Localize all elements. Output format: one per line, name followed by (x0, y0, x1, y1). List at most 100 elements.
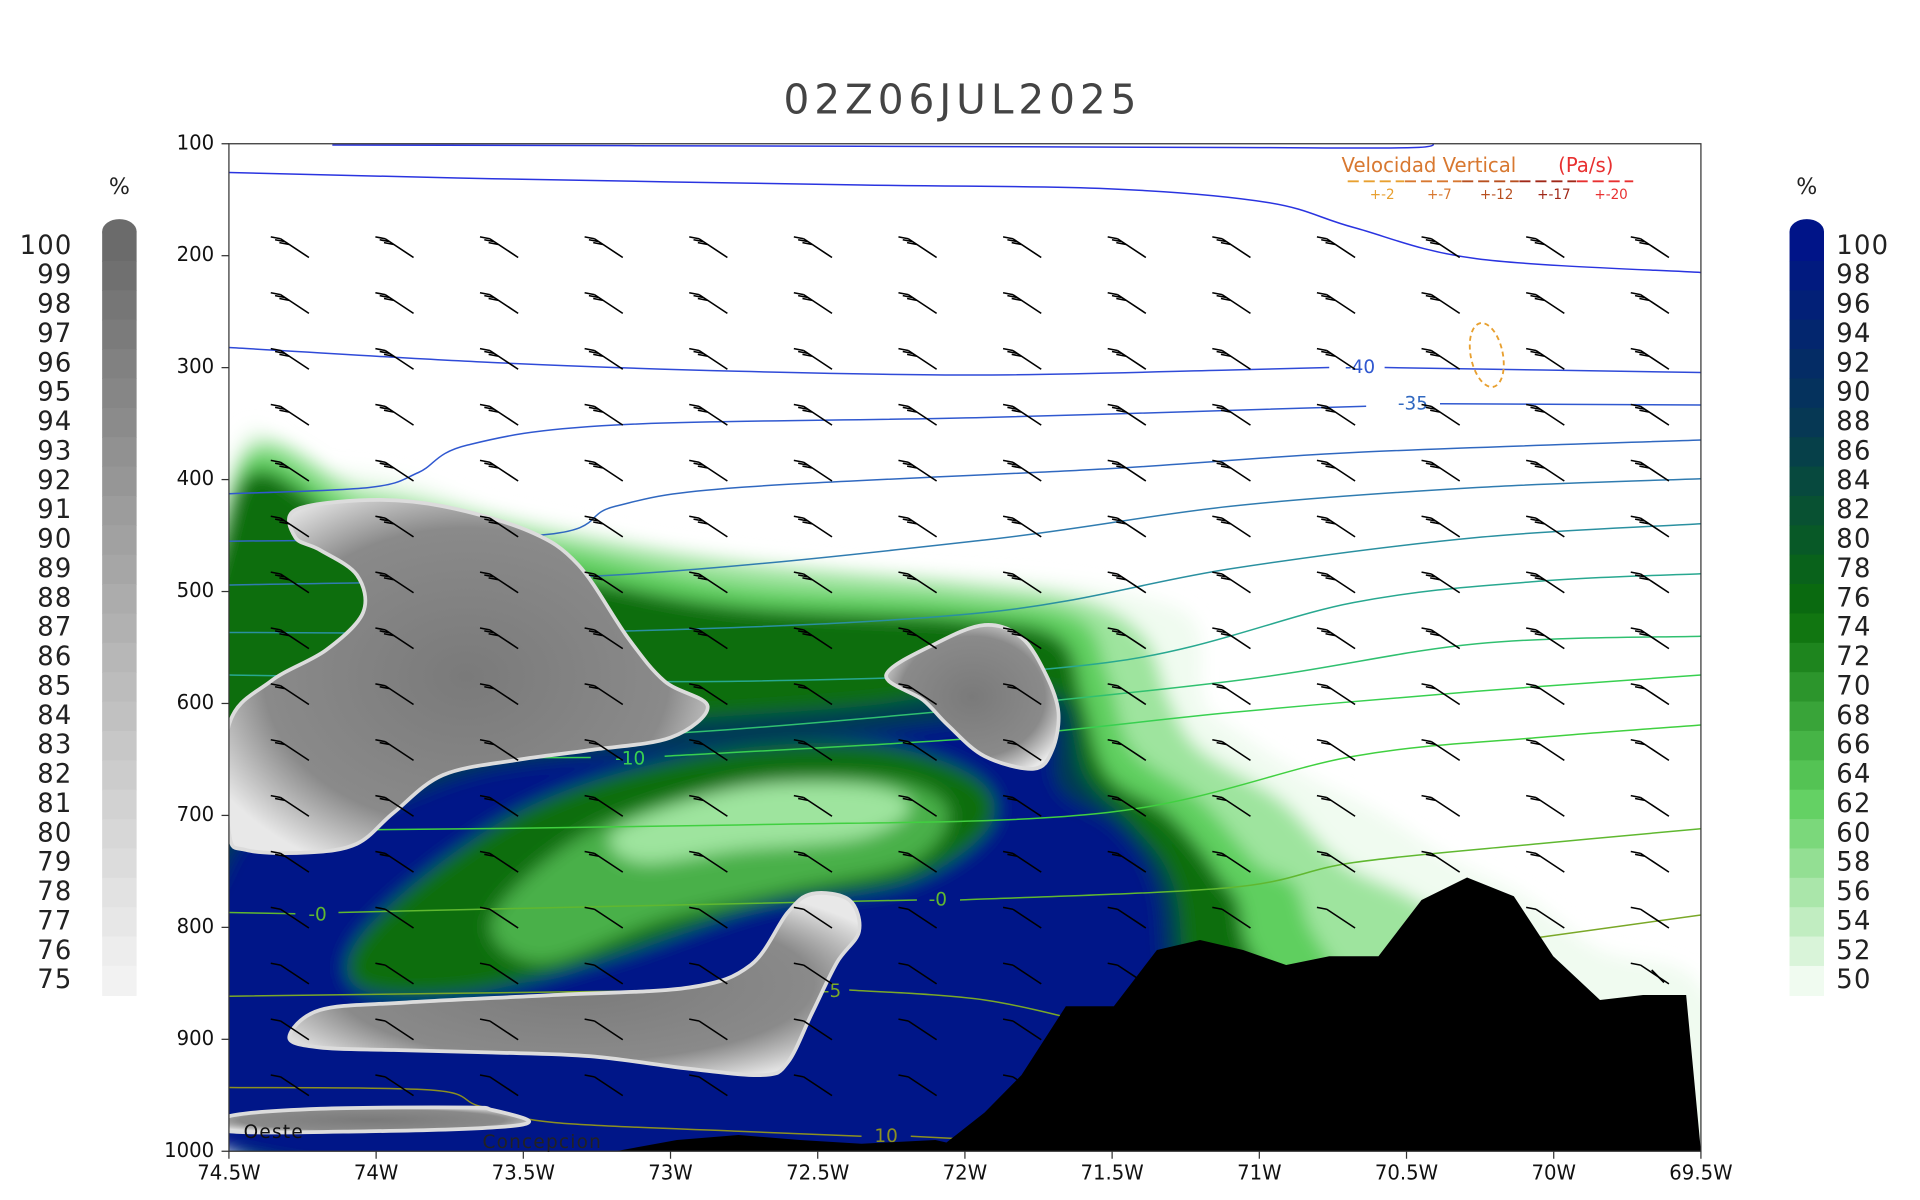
wind-barb (793, 403, 833, 426)
colorbar-swatch (102, 378, 137, 409)
temperature-contour (332, 143, 1434, 149)
wind-barb (1107, 236, 1147, 259)
wind-barb (479, 850, 519, 873)
wind-barb (584, 347, 624, 370)
wind-barb (1421, 459, 1461, 482)
y-tick-label: 700 (177, 803, 215, 826)
wind-barb (1316, 738, 1356, 762)
colorbar-label: 68 (1836, 701, 1871, 731)
wind-barb (1107, 794, 1147, 817)
wind-barb (793, 906, 833, 929)
temperature-contour (959, 828, 1701, 901)
colorbar-swatch (1789, 965, 1824, 996)
wind-barb (1002, 236, 1042, 259)
wind-barb (375, 236, 414, 259)
wind-barb (584, 794, 624, 817)
wind-barb (1526, 683, 1565, 706)
colorbar-label: 94 (37, 407, 72, 437)
colorbar-swatch (1789, 319, 1824, 350)
colorbar-swatch (1789, 349, 1824, 380)
wind-barb (1526, 571, 1565, 594)
contour-label: -0 (929, 889, 947, 910)
colorbar-label: 84 (37, 701, 72, 731)
wind-barb (584, 627, 624, 650)
colorbar-swatch (1789, 672, 1824, 703)
wind-barb (479, 515, 519, 538)
temperature-contour (1439, 403, 1701, 406)
y-tick-label: 900 (177, 1027, 215, 1050)
wind-barb (270, 403, 310, 426)
wind-barb (689, 571, 728, 594)
wind-barb (1630, 347, 1670, 370)
x-tick-label: 71.5W (1080, 1161, 1143, 1184)
wind-barb (375, 794, 414, 817)
wind-barb (793, 571, 833, 594)
wind-barb (1212, 683, 1251, 706)
wind-barb (479, 459, 519, 482)
wind-barb (1526, 236, 1565, 259)
colorbar-label: 82 (1836, 495, 1871, 525)
wind-barb (1316, 291, 1356, 315)
legend-label: +-12 (1480, 187, 1513, 203)
labels: %100999897969594939291908988878685848382… (20, 154, 1888, 1153)
colorbar-label: 78 (1836, 554, 1871, 584)
wind-barb (898, 347, 938, 370)
colorbar-swatch (102, 584, 137, 615)
wind-barb (1316, 515, 1356, 538)
wind-barb (270, 738, 310, 762)
wind-barb (584, 683, 624, 706)
colorbar-swatch (1789, 584, 1824, 615)
wind-barb (270, 962, 310, 985)
wind-barb (1212, 515, 1251, 538)
colorbar-swatch (102, 554, 137, 585)
terrain (615, 1135, 985, 1152)
colorbar-swatch (1789, 789, 1824, 820)
wind-barb (1630, 459, 1670, 482)
wind-barb (1316, 850, 1356, 873)
wind-barb (584, 1018, 624, 1041)
colorbar-swatch (1789, 466, 1824, 497)
humidity-area (609, 782, 911, 864)
wind-barb (793, 683, 833, 706)
wind-barb (689, 738, 728, 762)
wind-barb (479, 347, 519, 370)
wind-barb (375, 627, 414, 650)
x-tick-label: 72W (943, 1161, 987, 1184)
colorbar-swatch (1789, 290, 1824, 321)
colorbar-swatch (102, 907, 137, 938)
colorbar-label: 86 (1836, 436, 1871, 466)
wind-barb (479, 1074, 519, 1097)
colorbar-label: 94 (1836, 319, 1871, 349)
wind-barb (479, 962, 519, 985)
surface-barb (1651, 969, 1665, 984)
wind-barb (479, 906, 519, 929)
wind-barb (898, 850, 938, 873)
wind-barb (689, 1074, 728, 1097)
colorbar-swatch (102, 730, 137, 761)
wind-barb (375, 571, 414, 594)
location-label: Oeste (244, 1122, 304, 1143)
wind-barb (1002, 906, 1042, 929)
wind-barb (479, 403, 519, 426)
colorbar-swatch (102, 349, 137, 380)
wind-barb (479, 738, 519, 762)
x-tick-label: 73.5W (492, 1161, 555, 1184)
contour-label: -0 (308, 904, 326, 925)
y-tick-label: 600 (177, 691, 215, 714)
terrain (615, 877, 1701, 1152)
wind-barb (898, 236, 938, 259)
wind-barb (1316, 906, 1356, 929)
colorbar-label: 82 (37, 759, 72, 789)
colorbar-label: 77 (37, 906, 72, 936)
wind-barb (898, 627, 938, 650)
colorbar-label: 79 (37, 848, 72, 878)
wind-barb (1421, 571, 1461, 594)
colorbar-unit: % (109, 174, 130, 200)
wind-barb (584, 291, 624, 315)
wind-barb (584, 403, 624, 426)
wind-barb (1526, 794, 1565, 817)
wind-barb (793, 1018, 833, 1041)
colorbar-label: 97 (37, 319, 72, 349)
colorbar-label: 72 (1836, 642, 1871, 672)
wind-barb (898, 515, 938, 538)
